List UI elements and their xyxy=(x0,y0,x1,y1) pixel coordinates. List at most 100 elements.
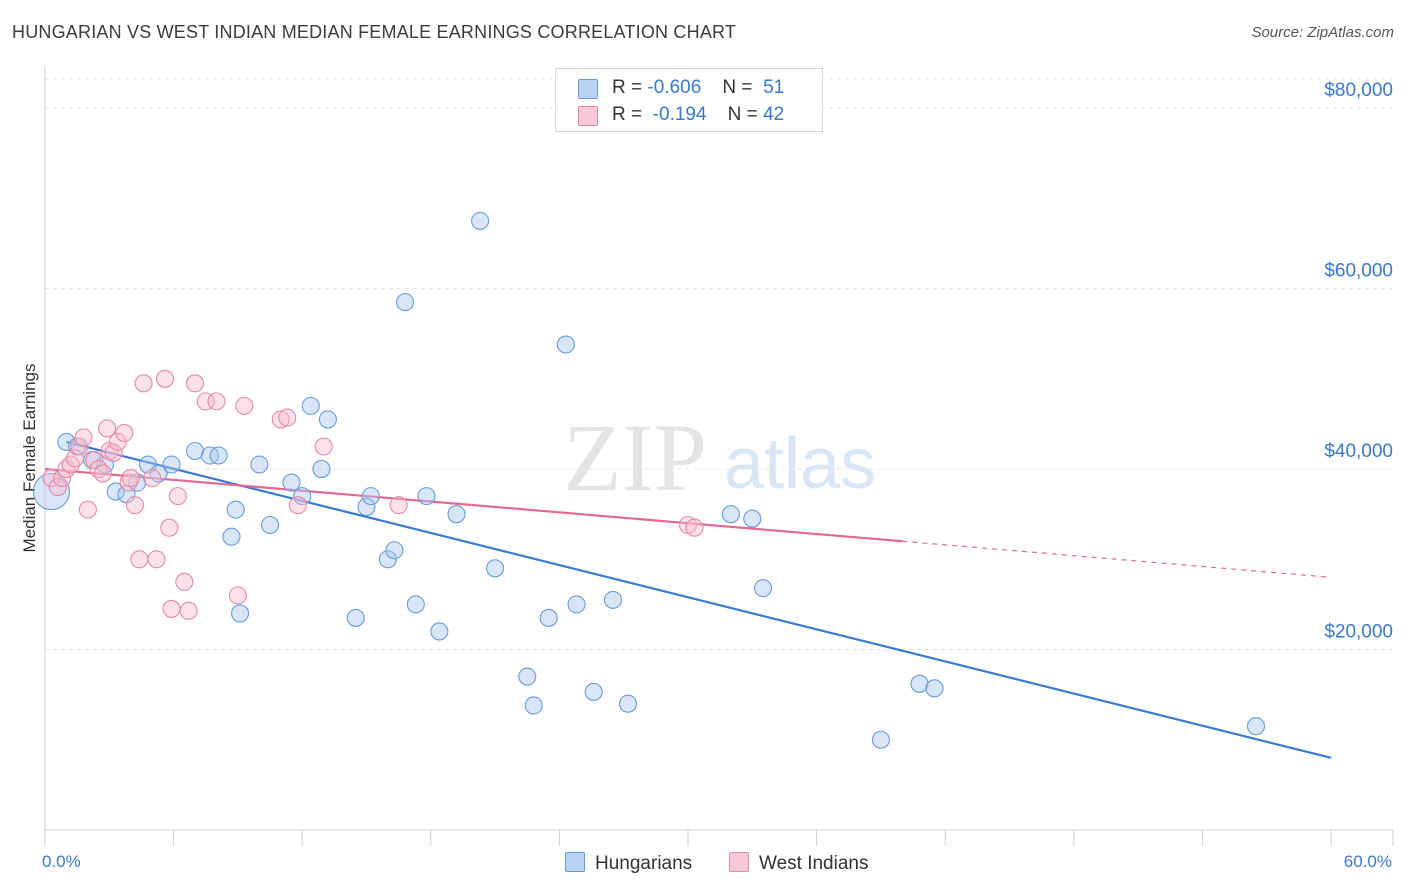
point-west-indians-21 xyxy=(134,374,153,393)
point-hungarians-14 xyxy=(222,527,241,546)
point-west-indians-32 xyxy=(207,392,226,411)
point-hungarians-39 xyxy=(556,335,575,354)
point-hungarians-45 xyxy=(743,509,762,528)
point-west-indians-33 xyxy=(228,586,247,605)
point-west-indians-34 xyxy=(235,396,254,415)
bottom-legend-swatch-west-indians xyxy=(729,852,749,872)
point-hungarians-43 xyxy=(618,694,638,713)
y-tick-labels: $20,000 $40,000 $60,000 $80,000 xyxy=(1324,80,1393,642)
point-west-indians-6 xyxy=(70,437,89,456)
point-hungarians-15 xyxy=(226,500,245,519)
point-west-indians-31 xyxy=(196,392,215,411)
point-hungarians-27 xyxy=(378,550,397,569)
point-west-indians-12 xyxy=(98,419,117,438)
point-hungarians-41 xyxy=(584,682,603,701)
point-west-indians-28 xyxy=(175,572,194,591)
point-hungarians-28 xyxy=(385,541,404,560)
point-west-indians-29 xyxy=(179,601,198,620)
bottom-legend-swatch-hungarians xyxy=(565,852,585,872)
point-west-indians-22 xyxy=(143,469,162,488)
point-west-indians-20 xyxy=(130,550,149,569)
point-hungarians-19 xyxy=(282,473,301,492)
point-west-indians-5 xyxy=(65,449,85,468)
point-west-indians-11 xyxy=(93,464,112,483)
legend-swatch-west-indians xyxy=(578,106,598,126)
bottom-legend-label-hungarians: Hungarians xyxy=(595,853,693,874)
point-west-indians-23 xyxy=(147,550,166,569)
point-hungarians-5 xyxy=(106,482,125,501)
trend-line-0 xyxy=(66,440,1332,759)
point-hungarians-20 xyxy=(293,487,312,506)
point-hungarians-35 xyxy=(486,559,505,578)
point-hungarians-34 xyxy=(471,211,490,230)
y-tick-label-1: $40,000 xyxy=(1324,441,1393,462)
point-hungarians-22 xyxy=(312,459,331,479)
point-west-indians-36 xyxy=(278,408,297,427)
point-hungarians-18 xyxy=(260,515,280,535)
point-hungarians-32 xyxy=(430,622,449,641)
point-west-indians-18 xyxy=(121,469,140,488)
data-points xyxy=(32,211,1266,749)
bottom-legend-hungarians: Hungarians xyxy=(565,852,692,875)
trend-line-1 xyxy=(44,467,903,543)
point-hungarians-29 xyxy=(396,293,415,312)
point-west-indians-8 xyxy=(78,500,97,519)
point-hungarians-16 xyxy=(230,604,250,623)
point-hungarians-23 xyxy=(318,410,337,429)
point-hungarians-24 xyxy=(346,608,365,627)
point-west-indians-30 xyxy=(185,374,205,393)
point-hungarians-30 xyxy=(406,595,425,614)
point-west-indians-25 xyxy=(160,518,179,537)
y-tick-label-0: $20,000 xyxy=(1324,622,1393,643)
point-hungarians-38 xyxy=(539,608,558,627)
y-tick-label-2: $60,000 xyxy=(1324,261,1393,282)
bottom-legend-west-indians: West Indians xyxy=(729,852,868,875)
point-hungarians-26 xyxy=(361,487,380,506)
legend-text-hungarians: R = -0.606 N = 51 xyxy=(612,77,785,98)
point-hungarians-36 xyxy=(518,667,537,686)
point-hungarians-0 xyxy=(32,473,70,511)
point-hungarians-33 xyxy=(447,505,466,524)
legend: R = -0.606 N = 51 R = -0.194 N = 42 xyxy=(555,68,823,132)
chart-title: HUNGARIAN VS WEST INDIAN MEDIAN FEMALE E… xyxy=(12,22,737,42)
point-hungarians-31 xyxy=(417,487,436,506)
point-west-indians-27 xyxy=(168,487,187,506)
point-hungarians-44 xyxy=(721,505,740,524)
point-hungarians-46 xyxy=(753,579,773,598)
point-hungarians-37 xyxy=(524,696,543,715)
point-west-indians-41 xyxy=(685,518,704,537)
point-west-indians-7 xyxy=(74,428,93,447)
watermark-zip: ZIP xyxy=(563,404,707,511)
legend-swatch-hungarians xyxy=(578,79,598,99)
point-west-indians-15 xyxy=(108,432,127,452)
point-hungarians-10 xyxy=(162,455,181,474)
point-hungarians-21 xyxy=(301,396,320,415)
axes xyxy=(44,66,1394,846)
point-west-indians-35 xyxy=(271,410,290,429)
trend-lines xyxy=(44,440,1332,759)
y-tick-label-3: $80,000 xyxy=(1324,80,1393,101)
point-west-indians-2 xyxy=(53,469,72,488)
source-label: Source: ZipAtlas.com xyxy=(1251,24,1394,41)
point-west-indians-26 xyxy=(162,599,181,618)
point-west-indians-37 xyxy=(288,496,307,515)
trend-line-extension-1 xyxy=(902,540,1332,578)
gridlines xyxy=(45,78,1393,651)
point-west-indians-19 xyxy=(125,496,145,515)
point-west-indians-14 xyxy=(104,443,123,462)
point-hungarians-47 xyxy=(871,730,890,749)
point-hungarians-13 xyxy=(209,446,228,465)
point-hungarians-25 xyxy=(357,497,376,516)
point-west-indians-1 xyxy=(48,478,67,497)
bottom-legend-label-west-indians: West Indians xyxy=(759,853,869,874)
point-hungarians-48 xyxy=(910,674,929,693)
x-tick-label-max: 60.0% xyxy=(1343,852,1392,871)
point-hungarians-17 xyxy=(250,455,269,474)
point-west-indians-39 xyxy=(389,496,408,515)
point-west-indians-0 xyxy=(42,469,61,488)
x-tick-label-min: 0.0% xyxy=(42,852,81,871)
point-hungarians-50 xyxy=(1246,717,1266,736)
point-west-indians-9 xyxy=(85,450,104,470)
point-west-indians-24 xyxy=(155,369,175,388)
